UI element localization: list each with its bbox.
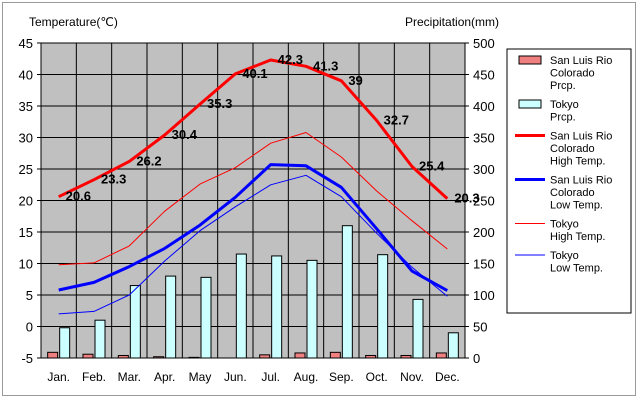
axes: -505101520253035404505010015020025030035… xyxy=(19,36,495,384)
precip-bar xyxy=(235,253,247,359)
legend-label: Colorado xyxy=(550,143,595,155)
legend-label: Tokyo xyxy=(550,250,579,262)
high-temp-data-labels: 20.6 23.3 26.2 30.4 35.3 40.1 42.3 41.3 39 32.7 25… xyxy=(66,52,480,206)
left-tick-label: 30 xyxy=(19,131,33,146)
right-tick-label: 350 xyxy=(473,131,495,146)
x-tick-label: Jul. xyxy=(261,370,280,384)
high-temp-label: 30.4 xyxy=(172,127,198,142)
x-tick-label: May xyxy=(189,370,212,384)
temp-line-series-2 xyxy=(58,132,448,266)
precip-bar xyxy=(447,332,459,359)
right-tick-label: 250 xyxy=(473,194,495,209)
right-tick-label: 50 xyxy=(473,320,487,335)
temperature-lines xyxy=(58,58,449,315)
high-temp-label: 32.7 xyxy=(384,112,409,127)
left-tick-label: 15 xyxy=(19,225,33,240)
high-temp-label: 42.3 xyxy=(278,52,303,67)
precip-bar xyxy=(377,254,389,359)
x-tick-label: Dec. xyxy=(435,370,460,384)
x-tick-label: Apr. xyxy=(154,370,175,384)
x-tick-label: Oct. xyxy=(366,370,388,384)
legend-label: Low Temp. xyxy=(550,200,603,212)
legend-swatch-bar xyxy=(518,99,542,109)
precip-bar xyxy=(412,298,424,359)
high-temp-label: 26.2 xyxy=(136,153,161,168)
right-tick-label: 500 xyxy=(473,36,495,51)
high-temp-label: 40.1 xyxy=(242,66,267,81)
left-tick-label: 10 xyxy=(19,257,33,272)
legend-label: Tokyo xyxy=(550,219,579,231)
climate-chart: Temperature(℃) Precipitation(mm) 20.6 23.… xyxy=(19,15,632,384)
x-tick-label: Jun. xyxy=(224,370,247,384)
legend-swatch-bar xyxy=(518,55,542,65)
precip-bar xyxy=(94,319,106,359)
high-temp-label: 35.3 xyxy=(207,96,232,111)
precip-bar xyxy=(200,276,212,359)
precip-bar xyxy=(47,351,59,359)
x-tick-label: Nov. xyxy=(400,370,424,384)
precip-bar xyxy=(435,352,447,359)
left-tick-label: 5 xyxy=(26,288,33,303)
precip-bar xyxy=(129,285,141,359)
precip-bar xyxy=(59,327,71,359)
left-axis-title: Temperature(℃) xyxy=(29,15,118,29)
right-tick-label: 450 xyxy=(473,68,495,83)
legend-label: Prcp. xyxy=(550,80,576,92)
high-temp-label: 25.4 xyxy=(419,158,445,173)
legend-label: San Luis Rio xyxy=(550,175,612,187)
precipitation-bars xyxy=(47,225,459,359)
legend-label: Prcp. xyxy=(550,112,576,124)
legend-label: San Luis Rio xyxy=(550,55,612,67)
legend-label: Colorado xyxy=(550,68,595,80)
high-temp-label: 20.6 xyxy=(66,189,91,204)
left-tick-label: 20 xyxy=(19,194,33,209)
left-tick-label: 25 xyxy=(19,162,33,177)
temp-line-series-1 xyxy=(58,163,449,292)
high-temp-label: 23.3 xyxy=(101,172,126,187)
legend-label: High Temp. xyxy=(550,156,605,168)
temp-line-series-0 xyxy=(58,58,449,200)
right-tick-label: 200 xyxy=(473,225,495,240)
legend-label: Low Temp. xyxy=(550,263,603,275)
temp-line-series-3 xyxy=(58,174,448,315)
high-temp-label: 20.3 xyxy=(454,191,479,206)
legend-label: Colorado xyxy=(550,187,595,199)
precip-bar xyxy=(165,275,177,359)
precip-bar xyxy=(271,255,283,359)
x-tick-label: Aug. xyxy=(294,370,319,384)
precip-bar xyxy=(294,352,306,359)
high-temp-label: 39 xyxy=(348,73,362,88)
precip-bar xyxy=(329,351,341,359)
legend-label: San Luis Rio xyxy=(550,131,612,143)
x-tick-label: Jan. xyxy=(47,370,70,384)
high-temp-label: 41.3 xyxy=(313,58,338,73)
chart-frame: Temperature(℃) Precipitation(mm) 20.6 23.… xyxy=(2,2,636,396)
right-tick-label: 150 xyxy=(473,257,495,272)
right-tick-label: 100 xyxy=(473,288,495,303)
left-tick-label: 35 xyxy=(19,99,33,114)
x-tick-label: Mar. xyxy=(118,370,141,384)
x-tick-label: Sep. xyxy=(329,370,354,384)
left-tick-label: 40 xyxy=(19,68,33,83)
left-tick-label: -5 xyxy=(21,351,33,366)
precip-bar xyxy=(82,353,94,359)
right-tick-label: 400 xyxy=(473,99,495,114)
precip-bar xyxy=(341,225,353,359)
left-tick-label: 0 xyxy=(26,320,33,335)
left-tick-label: 45 xyxy=(19,36,33,51)
x-tick-label: Feb. xyxy=(82,370,106,384)
right-tick-label: 300 xyxy=(473,162,495,177)
legend-label: Tokyo xyxy=(550,99,579,111)
precip-bar xyxy=(306,259,318,359)
right-axis-title: Precipitation(mm) xyxy=(405,15,499,29)
legend-label: High Temp. xyxy=(550,231,605,243)
right-tick-label: 0 xyxy=(473,351,480,366)
